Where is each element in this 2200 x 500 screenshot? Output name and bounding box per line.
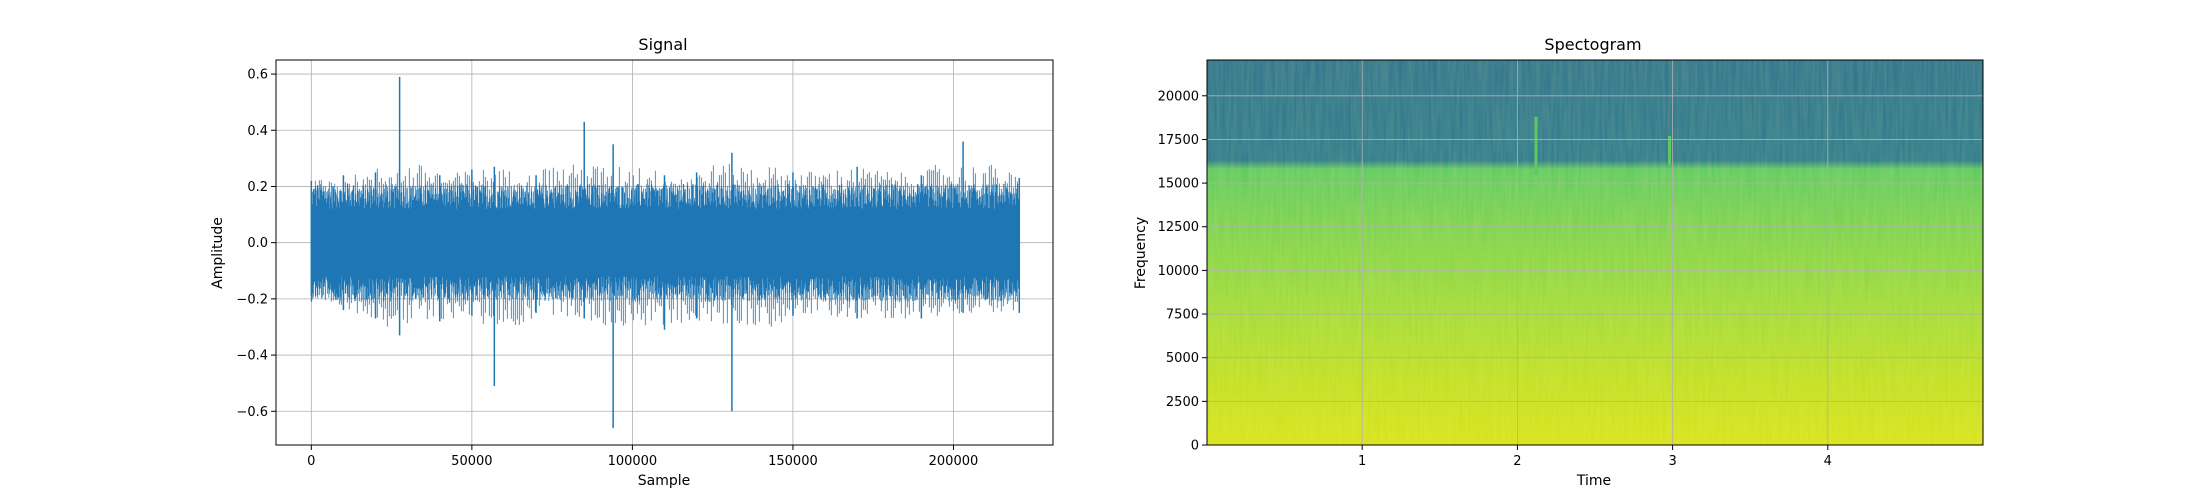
signal-x-tick-label: 50000 bbox=[451, 454, 492, 469]
spectrogram-y-tick-label: 0 bbox=[1191, 439, 1199, 454]
signal-y-tick-label: 0.0 bbox=[247, 236, 268, 251]
signal-y-label: Amplitude bbox=[210, 217, 226, 289]
signal-y-tick-label: 0.2 bbox=[247, 180, 268, 195]
spectrogram-y-label: Frequency bbox=[1133, 217, 1149, 289]
spectrogram-y-tick-label: 10000 bbox=[1158, 264, 1199, 279]
signal-y-tick-label: 0.6 bbox=[247, 68, 268, 83]
signal-x-tick-label: 150000 bbox=[768, 454, 818, 469]
signal-y-axis: −0.6 −0.4 −0.2 0.0 0.2 0.4 0.6 bbox=[236, 68, 276, 420]
signal-line-outer bbox=[310, 164, 1018, 327]
spectrogram-x-label: Time bbox=[1576, 473, 1611, 489]
signal-title: Signal bbox=[638, 35, 687, 54]
signal-x-tick-label: 100000 bbox=[608, 454, 658, 469]
signal-x-axis: 0 50000 100000 150000 200000 bbox=[307, 445, 978, 469]
spectrogram-x-tick-label: 2 bbox=[1513, 454, 1521, 469]
spectrogram-plot-frame bbox=[1206, 59, 1984, 446]
spectrogram-y-tick-label: 7500 bbox=[1166, 308, 1199, 323]
signal-y-tick-label: −0.6 bbox=[236, 405, 268, 420]
signal-series bbox=[310, 76, 1021, 429]
signal-plot-frame bbox=[275, 59, 1054, 446]
signal-y-tick-label: −0.2 bbox=[236, 292, 268, 307]
spectrogram-y-tick-label: 12500 bbox=[1158, 220, 1199, 235]
spectrogram-y-tick-label: 5000 bbox=[1166, 351, 1199, 366]
spectrogram-y-tick-label: 17500 bbox=[1158, 133, 1199, 148]
spectrogram-grid bbox=[1207, 60, 1983, 445]
spectrogram-chart: Spectogram 1 2 3 4 0 2500 5000 7500 10000 12500 1… bbox=[1133, 35, 1984, 489]
signal-x-tick-label: 0 bbox=[307, 454, 315, 469]
signal-y-tick-label: −0.4 bbox=[236, 349, 268, 364]
spectrogram-features bbox=[1534, 116, 1671, 175]
spectrogram-y-tick-label: 2500 bbox=[1166, 395, 1199, 410]
signal-y-tick-label: 0.4 bbox=[247, 124, 268, 139]
spectrogram-y-tick-label: 15000 bbox=[1158, 177, 1199, 192]
spectrogram-x-tick-label: 3 bbox=[1668, 454, 1676, 469]
signal-x-tick-label: 200000 bbox=[929, 454, 979, 469]
spectrogram-texture bbox=[1207, 60, 1983, 445]
signal-chart: Signal 0 50000 100000 150000 200000 −0.6 −0.4… bbox=[210, 35, 1054, 489]
signal-x-label: Sample bbox=[638, 473, 691, 489]
spectrogram-y-axis: 0 2500 5000 7500 10000 12500 15000 17500 20000 bbox=[1158, 89, 1207, 454]
spectrogram-y-tick-label: 20000 bbox=[1158, 89, 1199, 104]
spectrogram-x-axis: 1 2 3 4 bbox=[1358, 445, 1832, 469]
spectrogram-x-tick-label: 4 bbox=[1824, 454, 1832, 469]
spectrogram-title: Spectogram bbox=[1544, 35, 1641, 54]
spectrogram-x-tick-label: 1 bbox=[1358, 454, 1366, 469]
